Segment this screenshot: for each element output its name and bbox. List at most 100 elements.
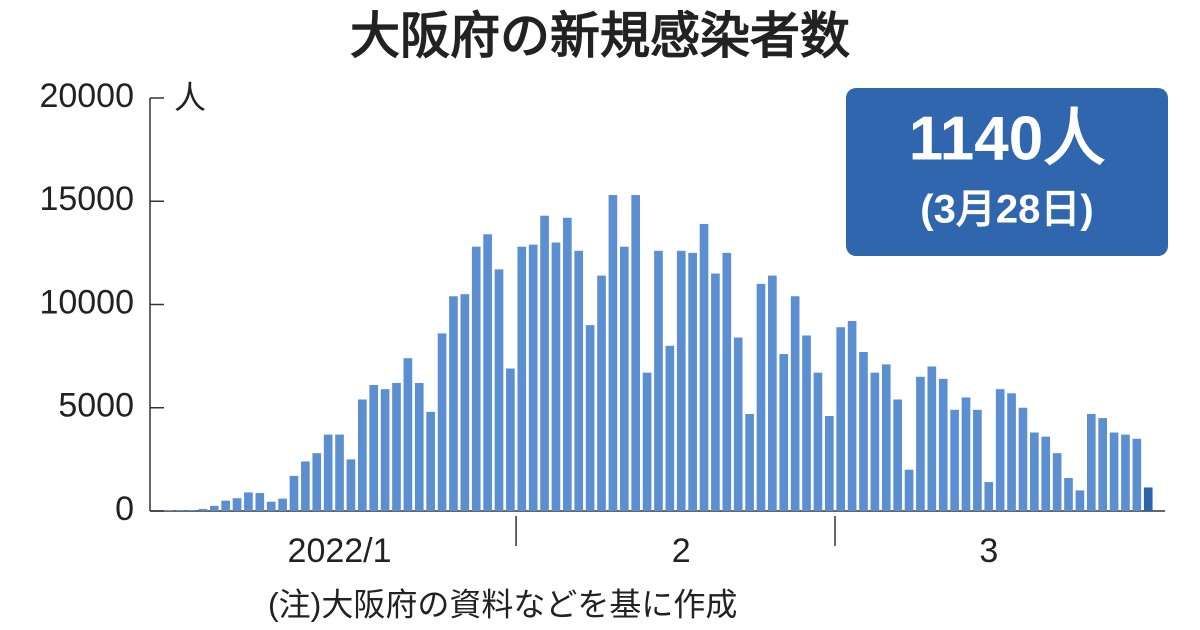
highlight-date: (3月28日) xyxy=(920,188,1093,232)
bar xyxy=(563,217,572,511)
bar xyxy=(893,399,902,511)
bar xyxy=(460,294,470,511)
y-tick-label: 0 xyxy=(115,490,134,528)
bar xyxy=(437,333,447,511)
bar xyxy=(449,296,458,511)
bar xyxy=(722,252,732,511)
bar xyxy=(312,453,322,511)
bar xyxy=(1098,418,1108,511)
bar xyxy=(904,469,914,511)
bar xyxy=(790,296,800,511)
x-tick-label: 2 xyxy=(672,532,691,570)
note: (注)大阪府の資料などを基に作成 xyxy=(268,586,737,622)
x-tick-label: 3 xyxy=(979,532,998,570)
y-tick-label: 20000 xyxy=(39,77,134,115)
unit-label: 人 xyxy=(174,79,206,115)
bar xyxy=(209,505,219,511)
bar xyxy=(847,321,857,511)
x-tick-label: 2022/1 xyxy=(288,532,392,570)
bar xyxy=(745,413,754,511)
bar xyxy=(494,269,504,511)
bar xyxy=(688,252,697,511)
bar xyxy=(221,500,230,511)
bar xyxy=(1075,490,1085,511)
bar xyxy=(995,389,1005,511)
bar xyxy=(699,223,709,511)
bar xyxy=(1007,393,1016,511)
bar xyxy=(1143,487,1153,511)
bar xyxy=(574,250,584,511)
y-tick-label: 5000 xyxy=(58,387,134,425)
bar xyxy=(1121,434,1130,511)
bar xyxy=(164,510,174,511)
bar xyxy=(1041,436,1051,511)
bar xyxy=(711,273,720,511)
bar xyxy=(859,351,868,511)
bar xyxy=(768,275,777,511)
bar xyxy=(175,510,185,511)
chart-title: 大阪府の新規感染者数 xyxy=(350,8,850,64)
bar xyxy=(506,368,515,511)
bar xyxy=(938,378,948,511)
bar xyxy=(369,385,379,511)
highlight-value: 1140人 xyxy=(909,104,1106,173)
bar xyxy=(278,498,287,511)
bar xyxy=(380,389,390,511)
bar xyxy=(244,492,253,511)
bar xyxy=(870,372,880,511)
bar xyxy=(403,358,413,511)
bar xyxy=(1018,407,1028,511)
bar xyxy=(301,461,310,511)
bar xyxy=(1109,432,1119,511)
bar xyxy=(517,246,527,511)
bar xyxy=(255,493,265,511)
bar xyxy=(1132,438,1142,511)
bar xyxy=(414,382,424,511)
bar xyxy=(1086,413,1096,511)
bar xyxy=(1064,477,1073,511)
bar xyxy=(619,246,629,511)
highlight-box xyxy=(846,88,1168,256)
bar xyxy=(654,250,663,511)
bar xyxy=(984,482,994,511)
bar xyxy=(540,215,549,511)
bar xyxy=(198,508,208,511)
bar xyxy=(357,399,367,511)
bar xyxy=(551,242,561,512)
bar xyxy=(1030,432,1039,511)
bar xyxy=(642,372,652,511)
y-tick-label: 10000 xyxy=(39,283,134,321)
bar xyxy=(266,501,276,511)
bar xyxy=(323,434,333,511)
bar xyxy=(335,434,344,511)
bar xyxy=(1052,453,1062,511)
y-tick-label: 15000 xyxy=(39,180,134,218)
bar xyxy=(961,397,971,511)
bar xyxy=(779,354,789,511)
bar xyxy=(665,345,675,511)
bar xyxy=(733,337,743,511)
bar xyxy=(813,372,823,511)
bar xyxy=(426,411,435,511)
bar xyxy=(824,416,834,511)
bar xyxy=(289,475,299,511)
bar xyxy=(916,376,925,511)
bar xyxy=(585,325,595,511)
bar xyxy=(597,275,606,511)
bar xyxy=(756,283,766,511)
bar xyxy=(836,327,846,511)
bar xyxy=(483,234,492,512)
bar xyxy=(802,335,811,511)
bar xyxy=(927,366,937,511)
bar xyxy=(471,246,481,511)
bar xyxy=(187,509,196,511)
bar xyxy=(950,409,959,511)
bar xyxy=(631,195,641,511)
bar xyxy=(608,195,618,511)
bar xyxy=(881,364,891,511)
bar xyxy=(528,244,538,512)
bar xyxy=(973,409,982,511)
bar xyxy=(232,498,242,511)
bar xyxy=(392,382,401,511)
